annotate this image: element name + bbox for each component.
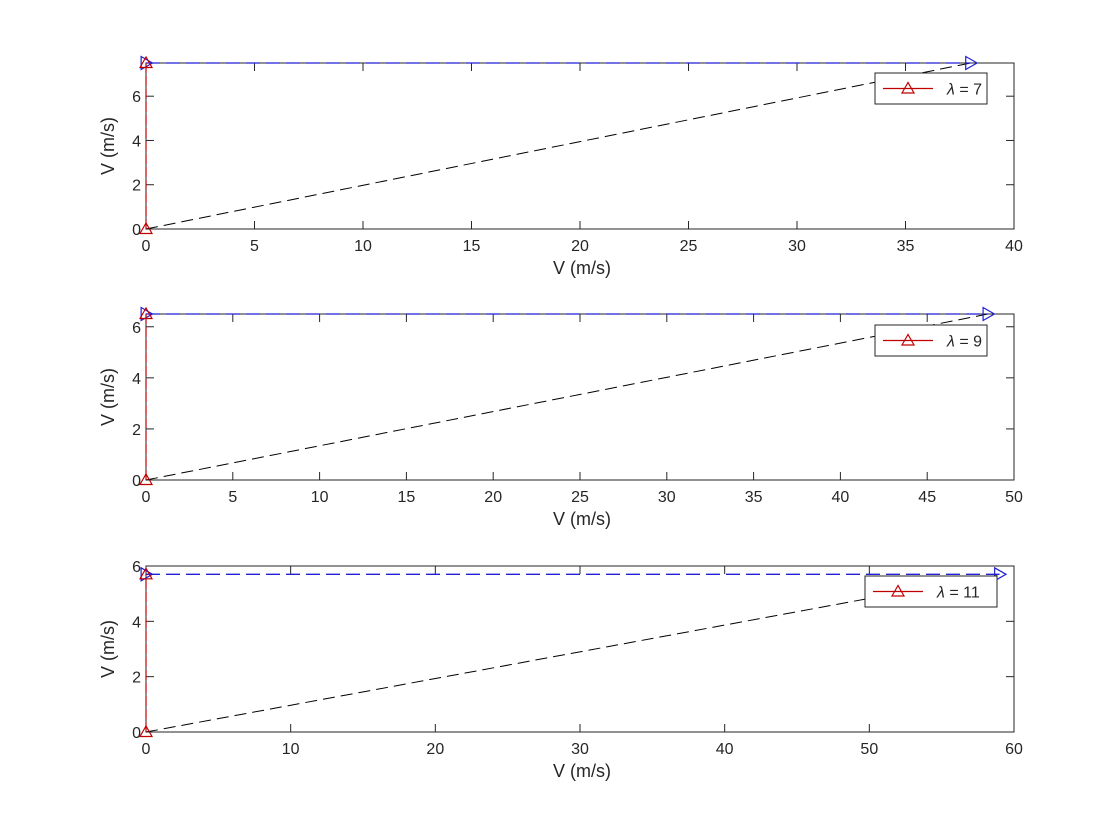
y-tick-label: 0 — [132, 725, 141, 742]
series-line-black-dashed — [145, 62, 971, 230]
y-tick-label: 6 — [132, 320, 141, 337]
legend: λ = 7 — [874, 72, 988, 105]
legend-label: λ = 9 — [946, 334, 982, 351]
y-tick-label: 4 — [132, 614, 141, 631]
x-tick-label: 15 — [398, 489, 416, 506]
series-marker-red — [138, 472, 154, 486]
x-tick-label: 40 — [832, 489, 850, 506]
x-tick-label: 20 — [571, 238, 589, 255]
y-axis-label: V (m/s) — [98, 117, 118, 175]
x-tick-label: 30 — [658, 489, 676, 506]
series-marker-blue — [140, 55, 154, 71]
legend-label: λ = 7 — [946, 82, 982, 99]
y-tick-label: 4 — [132, 133, 141, 150]
series-marker-blue — [140, 306, 154, 322]
series-marker-blue — [994, 566, 1008, 582]
legend-marker — [900, 81, 916, 94]
series-marker-blue — [140, 566, 154, 582]
x-tick-label: 15 — [463, 238, 481, 255]
x-tick-label: 40 — [1005, 238, 1023, 255]
legend-value: = 11 — [945, 585, 980, 602]
x-axis-label: V (m/s) — [553, 509, 611, 529]
legend-value: = 9 — [955, 334, 982, 351]
x-axis-label: V (m/s) — [553, 761, 611, 781]
legend-symbol: λ — [946, 82, 955, 99]
subplot-2: 0 5 10 15 20 25 30 35 40 45 50 0 2 4 6 V (m/s) V (m/s) λ … — [98, 306, 1023, 529]
legend-symbol: λ — [936, 585, 945, 602]
x-axis-label: V (m/s) — [553, 258, 611, 278]
x-tick-label: 30 — [571, 741, 589, 758]
subplot-1: 0 5 10 15 20 25 30 35 40 0 2 4 6 V (m/s) V (m/s) λ = 7 — [98, 55, 1023, 278]
y-tick-label: 2 — [132, 178, 141, 195]
x-tick-label: 30 — [788, 238, 806, 255]
legend-label: λ = 11 — [936, 585, 980, 602]
x-tick-label: 0 — [142, 741, 151, 758]
series-marker-red — [138, 55, 154, 69]
series-marker-blue — [982, 306, 996, 322]
subplot-3: 0 10 20 30 40 50 60 0 2 4 6 V (m/s) V (m/s) λ = 11 — [98, 559, 1023, 781]
x-tick-label: 5 — [250, 238, 259, 255]
x-tick-label: 45 — [918, 489, 936, 506]
y-axis-label: V (m/s) — [98, 620, 118, 678]
x-tick-label: 50 — [860, 741, 878, 758]
y-axis-label: V (m/s) — [98, 368, 118, 426]
x-tick-label: 50 — [1005, 489, 1023, 506]
x-tick-label: 20 — [484, 489, 502, 506]
legend-marker — [900, 333, 916, 346]
series-marker-blue — [965, 55, 979, 71]
y-tick-label: 2 — [132, 422, 141, 439]
legend-value: = 7 — [955, 82, 982, 99]
series-marker-red — [138, 221, 154, 235]
x-tick-label: 35 — [897, 238, 915, 255]
legend: λ = 11 — [864, 575, 998, 608]
series-marker-red — [138, 567, 154, 580]
x-tick-label: 5 — [228, 489, 237, 506]
x-tick-label: 60 — [1005, 741, 1023, 758]
x-tick-label: 0 — [142, 489, 151, 506]
y-tick-label: 6 — [132, 559, 141, 576]
x-tick-label: 10 — [311, 489, 329, 506]
y-tick-label: 0 — [132, 222, 141, 239]
legend: λ = 9 — [874, 324, 988, 357]
x-tick-label: 25 — [680, 238, 698, 255]
legend-marker — [890, 584, 906, 597]
x-tick-label: 25 — [571, 489, 589, 506]
y-tick-label: 4 — [132, 371, 141, 388]
x-tick-label: 10 — [354, 238, 372, 255]
x-tick-label: 40 — [716, 741, 734, 758]
x-tick-label: 35 — [745, 489, 763, 506]
x-tick-label: 10 — [282, 741, 300, 758]
series-marker-red — [138, 724, 154, 738]
series-line-black-dashed — [145, 573, 1000, 733]
y-tick-label: 2 — [132, 670, 141, 687]
x-tick-label: 0 — [142, 238, 151, 255]
y-tick-label: 0 — [132, 473, 141, 490]
y-tick-label: 6 — [132, 89, 141, 106]
x-tick-label: 20 — [426, 741, 444, 758]
legend-symbol: λ — [946, 334, 955, 351]
plot-area — [145, 62, 1015, 230]
series-marker-red — [138, 306, 154, 320]
